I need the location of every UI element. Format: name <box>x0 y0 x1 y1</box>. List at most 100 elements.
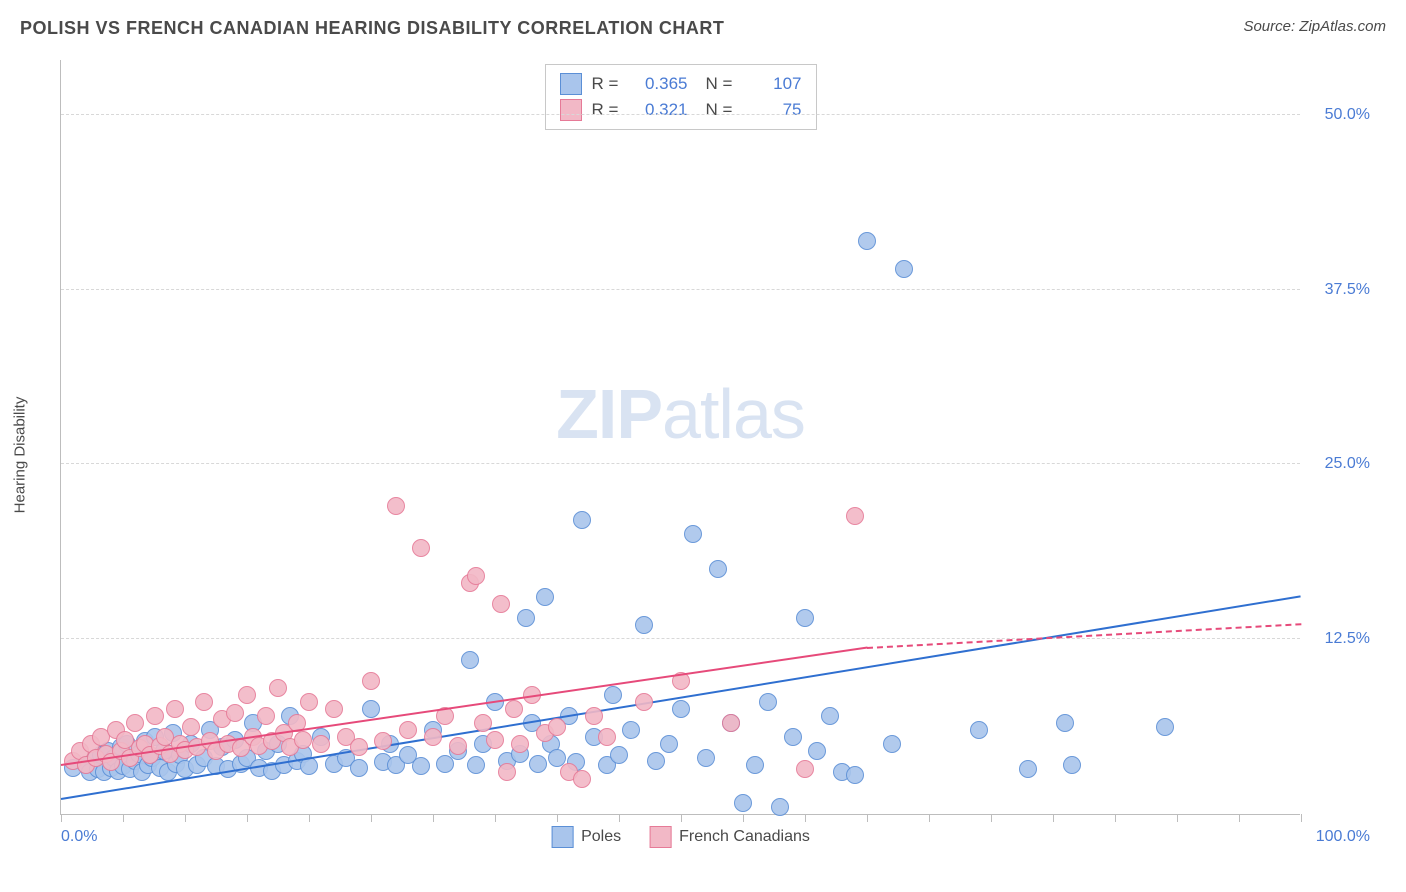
data-point <box>970 721 988 739</box>
data-point <box>412 539 430 557</box>
data-point <box>505 700 523 718</box>
x-tick <box>991 814 992 822</box>
data-point <box>374 732 392 750</box>
data-point <box>622 721 640 739</box>
data-point <box>467 567 485 585</box>
data-point <box>548 718 566 736</box>
watermark: ZIPatlas <box>556 374 805 454</box>
r-value: 0.365 <box>632 74 688 94</box>
x-tick <box>495 814 496 822</box>
y-tick-label: 37.5% <box>1325 281 1370 299</box>
data-point <box>784 728 802 746</box>
x-tick <box>805 814 806 822</box>
x-tick <box>185 814 186 822</box>
n-value: 107 <box>746 74 802 94</box>
chart-title: POLISH VS FRENCH CANADIAN HEARING DISABI… <box>20 18 724 39</box>
legend-stats: R = 0.365 N = 107R = 0.321 N = 75 <box>545 64 817 130</box>
data-point <box>647 752 665 770</box>
x-tick <box>247 814 248 822</box>
chart-container: Hearing Disability ZIPatlas R =0.365N =1… <box>50 60 1380 850</box>
r-value: 0.321 <box>632 100 688 120</box>
data-point <box>529 755 547 773</box>
data-point <box>697 749 715 767</box>
data-point <box>808 742 826 760</box>
legend-swatch <box>560 99 582 121</box>
x-tick <box>123 814 124 822</box>
data-point <box>883 735 901 753</box>
legend-series: Poles French Canadians <box>551 826 810 848</box>
data-point <box>598 728 616 746</box>
data-point <box>734 794 752 812</box>
data-point <box>126 714 144 732</box>
data-point <box>635 616 653 634</box>
data-point <box>325 700 343 718</box>
data-point <box>536 588 554 606</box>
x-tick <box>929 814 930 822</box>
plot-area: ZIPatlas R =0.365N =107R =0.321N =75 Pol… <box>60 60 1300 815</box>
gridline <box>61 289 1300 290</box>
data-point <box>759 693 777 711</box>
x-tick <box>681 814 682 822</box>
x-tick <box>743 814 744 822</box>
legend-item: Poles <box>551 826 621 848</box>
data-point <box>660 735 678 753</box>
legend-stats-row: R =0.321N =75 <box>560 97 802 123</box>
x-tick <box>433 814 434 822</box>
x-tick <box>309 814 310 822</box>
data-point <box>399 721 417 739</box>
data-point <box>350 759 368 777</box>
x-tick <box>867 814 868 822</box>
x-tick <box>1053 814 1054 822</box>
data-point <box>486 731 504 749</box>
gridline <box>61 114 1300 115</box>
y-tick-label: 12.5% <box>1325 630 1370 648</box>
data-point <box>312 735 330 753</box>
n-label: N = <box>706 74 736 94</box>
data-point <box>412 757 430 775</box>
data-point <box>684 525 702 543</box>
n-value: 75 <box>746 100 802 120</box>
n-label: N = <box>706 100 736 120</box>
data-point <box>585 707 603 725</box>
data-point <box>858 232 876 250</box>
data-point <box>821 707 839 725</box>
data-point <box>166 700 184 718</box>
watermark-strong: ZIP <box>556 375 662 453</box>
data-point <box>1019 760 1037 778</box>
x-tick <box>1239 814 1240 822</box>
legend-stats-row: R = 0.365 N = 107 <box>560 71 802 97</box>
data-point <box>672 700 690 718</box>
chart-source: Source: ZipAtlas.com <box>1243 18 1386 35</box>
trend-line <box>867 623 1301 649</box>
legend-label: French Canadians <box>679 828 810 846</box>
data-point <box>195 693 213 711</box>
legend-swatch <box>649 826 671 848</box>
legend-swatch <box>560 73 582 95</box>
data-point <box>362 672 380 690</box>
data-point <box>350 738 368 756</box>
data-point <box>771 798 789 816</box>
y-tick-label: 25.0% <box>1325 455 1370 473</box>
data-point <box>517 609 535 627</box>
data-point <box>573 770 591 788</box>
data-point <box>424 728 442 746</box>
data-point <box>846 766 864 784</box>
r-label: R = <box>592 74 622 94</box>
data-point <box>846 507 864 525</box>
data-point <box>474 714 492 732</box>
data-point <box>461 651 479 669</box>
data-point <box>1063 756 1081 774</box>
data-point <box>746 756 764 774</box>
y-axis-label: Hearing Disability <box>12 397 29 514</box>
data-point <box>796 760 814 778</box>
x-tick <box>619 814 620 822</box>
data-point <box>257 707 275 725</box>
data-point <box>226 704 244 722</box>
legend-label: Poles <box>581 828 621 846</box>
data-point <box>146 707 164 725</box>
watermark-light: atlas <box>662 375 805 453</box>
data-point <box>492 595 510 613</box>
x-tick <box>557 814 558 822</box>
data-point <box>573 511 591 529</box>
gridline <box>61 638 1300 639</box>
